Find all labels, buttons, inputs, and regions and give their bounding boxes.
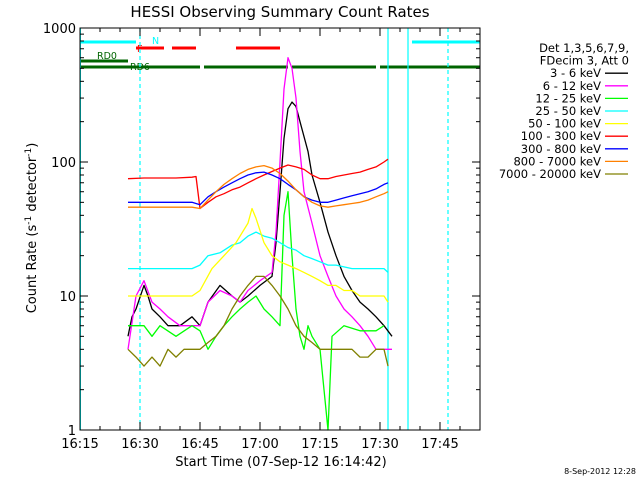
y-axis-label-sup2: -1 bbox=[24, 148, 34, 157]
flag-rd6-label: RD6 bbox=[130, 62, 150, 73]
timestamp: 8-Sep-2012 12:28 bbox=[564, 467, 636, 476]
y-tick-label-2: 100 bbox=[51, 156, 76, 171]
series-line-8 bbox=[127, 275, 389, 367]
x-tick-label-5: 17:30 bbox=[361, 437, 398, 452]
x-tick-label-1: 16:30 bbox=[121, 437, 158, 452]
x-tick-label-6: 17:45 bbox=[421, 437, 458, 452]
y-tick-label-3: 1000 bbox=[43, 22, 76, 37]
chart-title: HESSI Observing Summary Count Rates bbox=[130, 3, 429, 21]
legend-label-8: 7000 - 20000 keV bbox=[499, 167, 601, 181]
y-axis-label-main: Count Rate (s bbox=[25, 225, 40, 314]
flag-rd0-label: RD0 bbox=[97, 51, 117, 62]
legend-header-1: FDecim 3, Att 0 bbox=[540, 54, 629, 68]
series-line-7 bbox=[128, 164, 389, 210]
y-tick-label-0: 1 bbox=[68, 424, 76, 439]
legend-label-0: 3 - 6 keV bbox=[550, 66, 601, 80]
y-axis-label-mid: detector bbox=[25, 156, 40, 216]
series-line-3 bbox=[128, 231, 389, 273]
y-axis-label: Count Rate (s-1 detector-1) bbox=[24, 143, 40, 314]
legend: Det 1,3,5,6,7,9,FDecim 3, Att 03 - 6 keV… bbox=[499, 41, 629, 181]
x-tick-label-2: 16:45 bbox=[181, 437, 218, 452]
x-axis-label: Start Time (07-Sep-12 16:14:42) bbox=[175, 455, 386, 470]
series-line-6 bbox=[128, 171, 389, 206]
series-lines bbox=[127, 57, 393, 431]
x-tick-label-4: 17:15 bbox=[301, 437, 338, 452]
legend-label-3: 25 - 50 keV bbox=[535, 104, 601, 118]
legend-header-0: Det 1,3,5,6,7,9, bbox=[539, 41, 629, 55]
y-axis-label-end: ) bbox=[25, 143, 40, 148]
series-line-2 bbox=[128, 191, 385, 431]
flag-bars: NFRD0RD6 bbox=[80, 36, 480, 73]
y-axis-label-sup1: -1 bbox=[24, 216, 34, 225]
legend-label-1: 6 - 12 keV bbox=[543, 79, 601, 93]
plot-frame bbox=[79, 27, 481, 431]
legend-label-7: 800 - 7000 keV bbox=[513, 154, 601, 168]
series-line-5 bbox=[127, 158, 389, 210]
y-tick-label-1: 10 bbox=[59, 290, 76, 305]
x-tick-label-0: 16:15 bbox=[61, 437, 98, 452]
legend-label-5: 100 - 300 keV bbox=[521, 129, 601, 143]
vertical-markers bbox=[79, 28, 449, 430]
x-tick-label-3: 17:00 bbox=[241, 437, 278, 452]
axis-ticks: 16:15 16:30 16:45 17:00 17:15 17:30 17:45 1 10 10… bbox=[43, 22, 481, 452]
series-line-4 bbox=[128, 207, 389, 303]
flag-n-label: N bbox=[152, 36, 159, 47]
legend-label-4: 50 - 100 keV bbox=[528, 117, 601, 131]
legend-label-6: 300 - 800 keV bbox=[521, 142, 601, 156]
axes-frame bbox=[79, 27, 481, 431]
series-line-1 bbox=[127, 57, 392, 350]
series-line-0 bbox=[127, 101, 393, 337]
legend-label-2: 12 - 25 keV bbox=[535, 91, 601, 105]
